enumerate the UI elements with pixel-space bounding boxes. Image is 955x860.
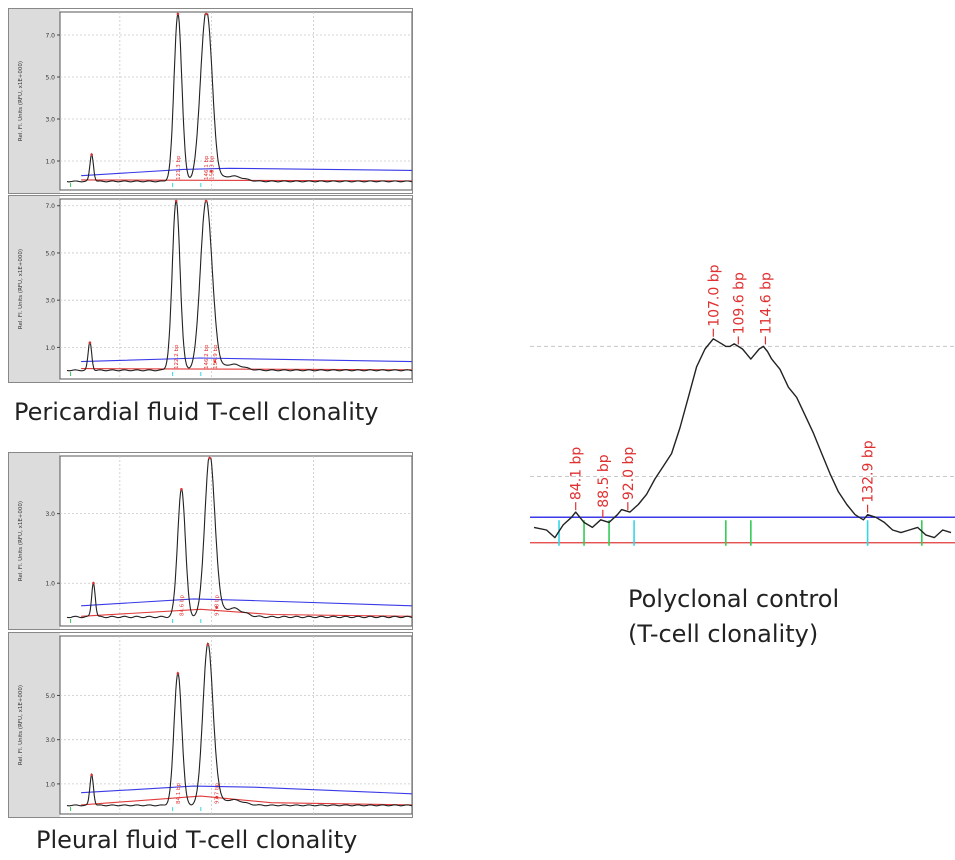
panel-border — [8, 8, 413, 194]
y-tick-label: 7.0 — [45, 33, 55, 40]
peak-marker — [90, 153, 93, 156]
plot-frame — [59, 455, 413, 627]
baseline-blue — [81, 167, 413, 177]
pericardial-caption: Pericardial fluid T-cell clonality — [14, 398, 379, 426]
peak-label: 88.5 bp — [596, 454, 612, 508]
baseline-red — [81, 608, 413, 617]
baseline-blue — [81, 357, 413, 363]
peak-label: 107.0 bp — [706, 264, 722, 326]
peak-marker — [210, 170, 213, 173]
pleural-chart-1: 1.0 3.0 Rel. Fl. Units (RFU, x1E+000) 84.6 … — [8, 452, 413, 630]
y-tick-label: 1.0 — [45, 781, 55, 788]
baseline-blue — [81, 598, 413, 607]
pleural-chart-1-svg: 1.0 3.0 Rel. Fl. Units (RFU, x1E+000) 84.6 … — [8, 452, 413, 630]
peak-marker — [90, 773, 93, 777]
panel-border — [8, 632, 413, 818]
fluorescence-trace — [66, 457, 413, 619]
y-tick-label: 1.0 — [45, 159, 55, 166]
plot-frame — [59, 635, 413, 815]
pleural-chart-2: 1.0 3.0 5.0 Rel. Fl. Units (RFU, x1E+000) 84… — [8, 632, 413, 818]
fluorescence-trace — [66, 12, 413, 183]
peak-label: 146.2 bp — [204, 344, 210, 369]
pericardial-chart-1-svg: 1.0 3.0 5.0 7.0 Rel. Fl. Units (RFU, x1E+000… — [8, 8, 413, 194]
peak-label: 84.1 bp — [569, 447, 585, 501]
pleural-chart-2-svg: 1.0 3.0 5.0 Rel. Fl. Units (RFU, x1E+000) 84… — [8, 632, 413, 818]
y-tick-label: 1.0 — [45, 345, 55, 352]
peak-marker — [92, 581, 95, 585]
panel-border — [8, 452, 413, 630]
peak-label: 146.1 bp — [204, 155, 210, 180]
y-tick-label: 5.0 — [45, 250, 55, 257]
polyclonal-chart: 84.1 bp 88.5 bp 92.0 bp 107.0 bp 109.6 bp 114… — [530, 264, 955, 546]
peak-marker — [180, 488, 183, 491]
y-tick-label: 7.0 — [45, 203, 55, 210]
fluorescence-trace — [533, 338, 952, 539]
y-axis-label: Rel. Fl. Units (RFU, x1E+000) — [18, 685, 24, 765]
y-tick-label: 5.0 — [45, 693, 55, 700]
peak-marker — [215, 606, 218, 609]
panel-border — [8, 195, 413, 383]
peak-marker — [206, 643, 210, 646]
peak-marker — [204, 12, 208, 16]
fluorescence-trace — [66, 642, 413, 807]
peak-label: 122.2 bp — [174, 344, 180, 369]
y-tick-label: 5.0 — [45, 75, 55, 82]
peak-label: 97.8 bp — [215, 595, 221, 616]
y-tick-label: 1.0 — [45, 581, 55, 588]
peak-marker — [204, 199, 208, 203]
peak-label: 132.9 bp — [861, 440, 877, 502]
y-tick-label: 3.0 — [45, 298, 55, 305]
y-axis-label: Rel. Fl. Units (RFU, x1E+000) — [18, 249, 24, 329]
y-axis-label: Rel. Fl. Units (RFU, x1E+000) — [18, 501, 24, 581]
baseline-blue — [81, 785, 413, 795]
pericardial-chart-2: 1.0 3.0 5.0 7.0 Rel. Fl. Units (RFU, x1E+000… — [8, 195, 413, 383]
peak-marker — [174, 199, 178, 203]
peak-marker — [176, 12, 180, 16]
pericardial-chart-2-svg: 1.0 3.0 5.0 7.0 Rel. Fl. Units (RFU, x1E+000… — [8, 195, 413, 383]
peak-label: 109.6 bp — [731, 272, 747, 334]
polyclonal-caption-line2: (T-cell clonality) — [628, 620, 819, 648]
pericardial-chart-1: 1.0 3.0 5.0 7.0 Rel. Fl. Units (RFU, x1E+000… — [8, 8, 413, 194]
peak-marker — [213, 360, 217, 363]
y-tick-label: 3.0 — [45, 117, 55, 124]
peak-label: 153.3 bp — [209, 155, 215, 180]
peak-label: 97.7 bp — [215, 783, 221, 804]
y-tick-label: 3.0 — [45, 737, 55, 744]
peak-label: 92.0 bp — [621, 447, 637, 501]
peak-label: 154.9 bp — [213, 344, 219, 369]
panel-gutter — [8, 195, 60, 383]
peak-label: 121.3 bp — [176, 155, 182, 180]
panel-gutter — [8, 452, 60, 630]
peak-marker — [176, 672, 180, 675]
peak-marker — [88, 341, 92, 344]
peak-label: 84.6 bp — [179, 595, 185, 616]
y-axis-label: Rel. Fl. Units (RFU, x1E+000) — [18, 61, 24, 141]
peak-label: 114.6 bp — [758, 272, 774, 334]
fluorescence-trace — [66, 200, 413, 372]
polyclonal-caption-line1: Polyclonal control — [628, 585, 840, 613]
peak-marker — [208, 456, 211, 460]
peak-label: 84.1 bp — [176, 783, 182, 804]
y-tick-label: 3.0 — [45, 511, 55, 518]
pleural-caption: Pleural fluid T-cell clonality — [36, 826, 358, 854]
panel-gutter — [8, 632, 60, 818]
plot-frame — [59, 198, 413, 380]
panel-gutter — [8, 8, 60, 194]
plot-frame — [59, 11, 413, 191]
peak-marker — [215, 795, 218, 799]
